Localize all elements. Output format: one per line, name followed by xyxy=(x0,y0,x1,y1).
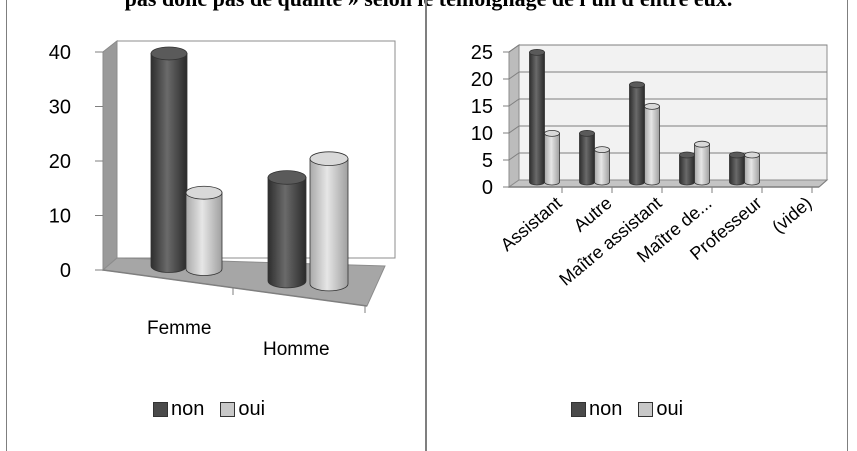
chart-panel-gender: 0 10 20 30 40 Femme Homme non oui xyxy=(6,0,426,451)
legend-swatch xyxy=(571,402,586,417)
legend-item-oui: oui xyxy=(638,398,683,421)
y-tick-label: 30 xyxy=(49,97,71,119)
bar-non xyxy=(679,151,695,186)
chart-gender-svg: 0 10 20 30 40 Femme Homme xyxy=(49,39,396,360)
y-tick-label: 10 xyxy=(471,123,493,145)
bar-oui xyxy=(544,129,560,186)
x-tick-label: Femme xyxy=(147,318,211,339)
legend: non oui xyxy=(571,398,693,421)
gridline xyxy=(508,44,520,53)
legend-swatch xyxy=(220,402,236,417)
bar-oui xyxy=(594,146,610,186)
side-wall xyxy=(102,39,118,272)
legend-label: oui xyxy=(656,398,684,420)
legend-label: non xyxy=(171,398,205,420)
gridline xyxy=(508,125,520,134)
gridline xyxy=(508,71,520,80)
bar-oui xyxy=(744,151,760,186)
bar-non xyxy=(579,129,595,186)
bar-non xyxy=(267,170,307,289)
x-tick-label: Assistant xyxy=(497,193,566,255)
back-wall xyxy=(102,40,396,272)
x-axis-line xyxy=(818,179,828,188)
gridline xyxy=(508,98,520,107)
legend: non oui xyxy=(153,398,275,421)
y-tick-label: 5 xyxy=(482,150,493,172)
legend-swatch xyxy=(638,402,654,417)
legend-swatch xyxy=(153,402,168,417)
bar-oui xyxy=(694,140,710,186)
y-tick-label: 0 xyxy=(60,260,71,282)
bar-non xyxy=(629,81,645,186)
y-tick-label: 0 xyxy=(482,177,493,199)
x-axis-line xyxy=(102,269,368,307)
chart-panel-status: 0 5 10 15 20 25 Assistant Autre Maître assistan… xyxy=(426,0,848,451)
y-tick-label: 10 xyxy=(49,206,71,228)
y-tick-label: 20 xyxy=(49,151,71,173)
bar-non xyxy=(150,46,188,273)
bar-non xyxy=(529,49,545,186)
bar-oui xyxy=(309,151,349,292)
y-tick-label: 20 xyxy=(471,69,493,91)
legend-item-non: non xyxy=(153,398,204,421)
y-tick-label: 40 xyxy=(49,42,71,64)
legend-label: oui xyxy=(238,398,266,420)
x-tick-label: Homme xyxy=(263,339,330,360)
gridline xyxy=(508,152,520,161)
y-tick-label: 15 xyxy=(471,96,493,118)
legend-item-non: non xyxy=(571,398,622,421)
x-tick-label: (vide) xyxy=(768,193,815,237)
bar-non xyxy=(729,151,745,186)
legend-item-oui: oui xyxy=(220,398,265,421)
side-wall xyxy=(508,44,520,188)
bar-oui xyxy=(644,103,660,186)
header-text: pas donc pas de qualité » selon le témoi… xyxy=(0,0,857,12)
legend-label: non xyxy=(589,398,623,420)
y-tick-label: 25 xyxy=(471,42,493,64)
bar-oui xyxy=(185,185,223,276)
